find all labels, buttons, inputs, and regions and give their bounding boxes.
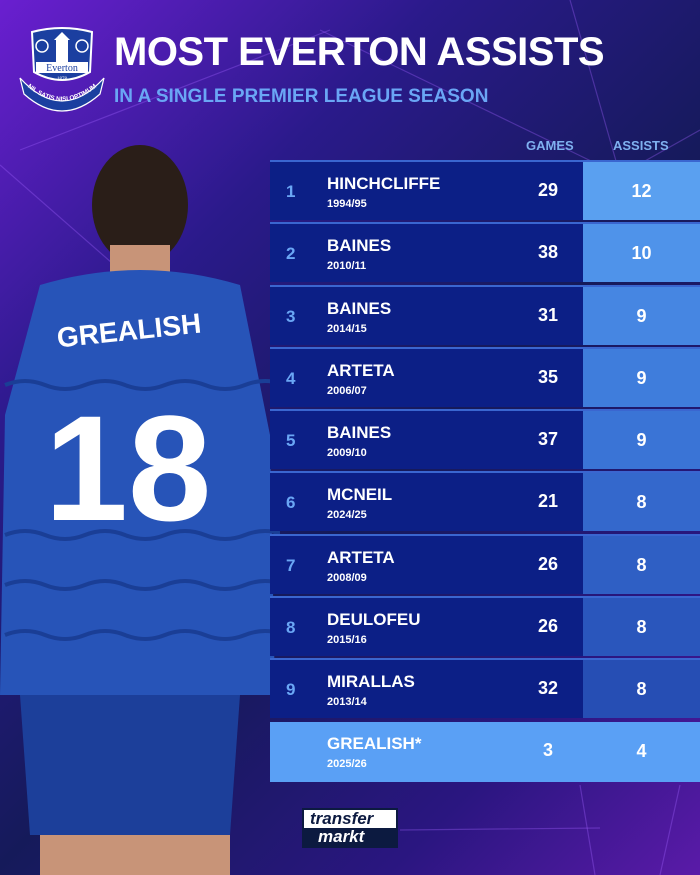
games-value: 31	[537, 305, 559, 325]
rank: 2	[286, 244, 296, 263]
games-value: 3	[542, 740, 553, 760]
games-value: 26	[537, 616, 559, 636]
player-name: HINCHCLIFFE	[327, 174, 441, 193]
logo-line1: transfer	[310, 809, 374, 828]
rank: 4	[286, 369, 296, 388]
season: 2015/16	[327, 634, 367, 646]
crest-year: 1878	[57, 77, 68, 82]
transfermarkt-logo: transfer markt	[302, 808, 398, 848]
games-value: 35	[537, 367, 559, 387]
assists-value: 8	[583, 598, 700, 656]
crest-text: Everton	[46, 63, 78, 74]
games-value: 37	[537, 429, 559, 449]
rank: 9	[286, 680, 296, 699]
player-name: ARTETA	[327, 548, 395, 567]
games-value: 21	[537, 491, 559, 511]
table-row: 9 MIRALLAS 2013/14 32 8	[270, 658, 700, 718]
assists-value: 8	[583, 660, 700, 718]
page-subtitle: IN A SINGLE PREMIER LEAGUE SEASON	[114, 86, 489, 107]
games-value: 29	[537, 180, 559, 200]
season: 2013/14	[327, 696, 367, 708]
games-value: 26	[537, 554, 559, 574]
assists-value: 8	[583, 536, 700, 594]
season: 2008/09	[327, 572, 367, 584]
table-row: 3 BAINES 2014/15 31 9	[270, 285, 700, 345]
rank: 1	[286, 182, 296, 201]
season: 2014/15	[327, 323, 367, 335]
assists-column-header: ASSISTS	[613, 138, 669, 153]
season: 2009/10	[327, 447, 367, 459]
assists-value: 4	[636, 741, 647, 761]
season: 2006/07	[327, 385, 367, 397]
assists-value: 9	[583, 349, 700, 407]
rank: 6	[286, 493, 296, 512]
rank: 7	[286, 556, 296, 575]
player-photo: GREALISH 18	[0, 145, 280, 875]
table-row: 2 BAINES 2010/11 38 10	[270, 222, 700, 282]
everton-crest-logo: Everton 1878 NIL SATIS NISI OPTIMUM	[19, 27, 105, 112]
assists-value: 12	[583, 162, 700, 220]
player-name: BAINES	[327, 236, 392, 255]
player-name: DEULOFEU	[327, 610, 421, 629]
rank: 5	[286, 431, 296, 450]
player-name: BAINES	[327, 299, 392, 318]
rank: 3	[286, 307, 296, 326]
table-row: 4 ARTETA 2006/07 35 9	[270, 347, 700, 407]
season: 2025/26	[327, 758, 367, 770]
season: 1994/95	[327, 198, 367, 210]
games-value: 38	[537, 242, 559, 262]
assists-value: 9	[583, 287, 700, 345]
rank: 8	[286, 618, 296, 637]
player-name: GREALISH*	[327, 734, 422, 753]
player-name: MCNEIL	[327, 485, 393, 504]
assists-value: 10	[583, 224, 700, 282]
games-value: 32	[537, 678, 559, 698]
logo-line2: markt	[304, 828, 396, 846]
season: 2010/11	[327, 260, 367, 272]
table-row: 6 MCNEIL 2024/25 21 8	[270, 471, 700, 531]
player-name: ARTETA	[327, 361, 395, 380]
assists-value: 9	[583, 411, 700, 469]
games-column-header: GAMES	[526, 138, 574, 153]
highlight-row: GREALISH* 2025/26 3 4	[270, 722, 700, 782]
player-name: BAINES	[327, 423, 392, 442]
table-row: 8 DEULOFEU 2015/16 26 8	[270, 596, 700, 656]
table-row: 1 HINCHCLIFFE 1994/95 29 12	[270, 160, 700, 220]
player-name: MIRALLAS	[327, 672, 415, 691]
table-row: 7 ARTETA 2008/09 26 8	[270, 534, 700, 594]
assists-value: 8	[583, 473, 700, 531]
page-title: MOST EVERTON ASSISTS	[114, 30, 605, 74]
table-row: 5 BAINES 2009/10 37 9	[270, 409, 700, 469]
season: 2024/25	[327, 509, 367, 521]
shirt-number: 18	[45, 384, 212, 552]
